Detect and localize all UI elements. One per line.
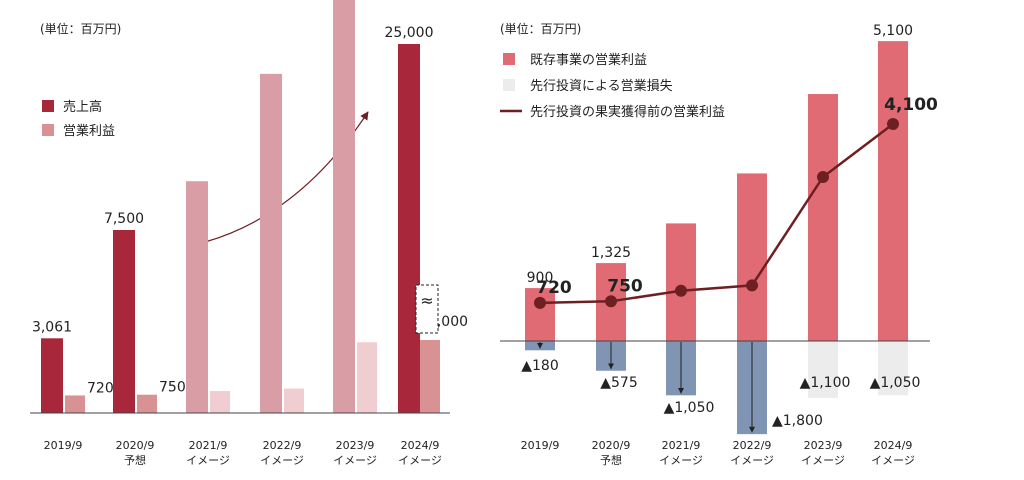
right-unit-label: (単位：百万円) bbox=[500, 21, 581, 36]
left-bar-revenue bbox=[333, 0, 355, 413]
right-line-series bbox=[539, 123, 894, 305]
right-data-label-loss: ▲1,100 bbox=[800, 375, 851, 391]
left-data-label-profit: 720 bbox=[87, 380, 114, 396]
left-legend-label-profit: 営業利益 bbox=[63, 123, 115, 139]
left-x-tick-label: 2023/9 bbox=[336, 439, 375, 452]
right-data-label-existing: 900 bbox=[527, 270, 554, 286]
right-line-point bbox=[534, 296, 546, 309]
left-x-tick-sublabel: 予想 bbox=[124, 453, 146, 467]
left-bar-profit bbox=[210, 391, 230, 413]
left-bar-profit bbox=[137, 394, 157, 413]
right-line-point bbox=[675, 284, 687, 297]
right-x-tick-label: 2023/9 bbox=[804, 439, 843, 452]
right-data-label-line: 720 bbox=[536, 278, 572, 298]
left-bar-profit bbox=[420, 340, 440, 413]
left-bar-revenue bbox=[186, 181, 208, 413]
left-data-label-revenue: 7,500 bbox=[104, 211, 144, 227]
left-data-label-profit: 750 bbox=[159, 380, 186, 396]
right-bar-existing bbox=[808, 94, 838, 341]
right-data-label-loss: ▲180 bbox=[521, 358, 559, 374]
right-data-label-loss: ▲1,050 bbox=[870, 375, 921, 391]
right-line-point bbox=[605, 295, 617, 308]
left-x-tick-sublabel: イメージ bbox=[398, 454, 442, 467]
right-x-tick-sublabel: イメージ bbox=[801, 454, 845, 467]
right-x-tick-label: 2022/9 bbox=[733, 439, 772, 452]
right-data-label-line: 750 bbox=[607, 276, 643, 296]
right-x-tick-label: 2019/9 bbox=[521, 439, 560, 452]
right-data-label-existing: 1,325 bbox=[591, 245, 631, 261]
left-axis-break-box bbox=[415, 284, 439, 334]
right-data-label-line: 4,100 bbox=[884, 95, 938, 115]
right-x-tick-sublabel: 予想 bbox=[600, 453, 622, 467]
right-x-tick-label: 2024/9 bbox=[874, 439, 913, 452]
left-x-tick-sublabel: イメージ bbox=[333, 454, 377, 467]
right-legend-swatch-loss bbox=[503, 79, 515, 91]
right-x-tick-sublabel: イメージ bbox=[871, 454, 915, 467]
right-line-point bbox=[817, 170, 829, 183]
right-data-label-loss: ▲1,800 bbox=[772, 413, 823, 429]
left-data-label-revenue: 3,061 bbox=[32, 319, 72, 335]
right-legend-label-existing: 既存事業の営業利益 bbox=[530, 52, 647, 68]
left-legend-swatch-revenue bbox=[42, 100, 54, 112]
left-bar-profit bbox=[65, 395, 85, 413]
left-x-tick-label: 2022/9 bbox=[263, 439, 302, 452]
right-bar-loss bbox=[808, 341, 838, 398]
left-bar-revenue bbox=[41, 338, 63, 413]
left-legend-swatch-profit bbox=[42, 124, 54, 136]
left-x-tick-sublabel: イメージ bbox=[260, 454, 304, 467]
right-legend-swatch-existing bbox=[503, 53, 515, 65]
left-x-tick-sublabel: イメージ bbox=[186, 454, 230, 467]
right-x-tick-label: 2020/9 bbox=[592, 439, 631, 452]
left-bar-revenue bbox=[113, 230, 135, 413]
left-bar-revenue bbox=[398, 44, 420, 413]
right-x-tick-sublabel: イメージ bbox=[730, 454, 774, 467]
right-legend-label-loss: 先行投資による営業損失 bbox=[530, 78, 673, 94]
right-bar-existing bbox=[878, 41, 908, 342]
left-unit-label: (単位：百万円) bbox=[40, 21, 121, 36]
right-bar-loss bbox=[878, 341, 908, 396]
right-legend-label-line: 先行投資の果実獲得前の営業利益 bbox=[530, 104, 725, 120]
left-x-tick-label: 2024/9 bbox=[401, 439, 440, 452]
left-x-tick-label: 2020/9 bbox=[116, 439, 155, 452]
right-x-tick-sublabel: イメージ bbox=[659, 454, 703, 467]
left-legend-label-revenue: 売上高 bbox=[63, 99, 102, 115]
left-bar-revenue bbox=[260, 73, 282, 413]
left-x-tick-label: 2021/9 bbox=[189, 439, 228, 452]
right-bar-existing bbox=[737, 173, 767, 341]
right-data-label-existing: 5,100 bbox=[873, 23, 913, 39]
left-data-label-revenue: 25,000 bbox=[385, 25, 434, 41]
right-line-point bbox=[746, 279, 758, 292]
left-x-tick-label: 2019/9 bbox=[44, 439, 83, 452]
right-x-tick-label: 2021/9 bbox=[662, 439, 701, 452]
right-line-point bbox=[887, 118, 899, 131]
right-data-label-loss: ▲1,050 bbox=[664, 400, 715, 416]
left-axis-break-symbol: ≈ bbox=[420, 291, 433, 310]
right-data-label-loss: ▲575 bbox=[600, 375, 638, 391]
left-bar-profit bbox=[357, 342, 377, 413]
left-bar-profit bbox=[284, 388, 304, 413]
right-bar-existing bbox=[666, 223, 696, 341]
